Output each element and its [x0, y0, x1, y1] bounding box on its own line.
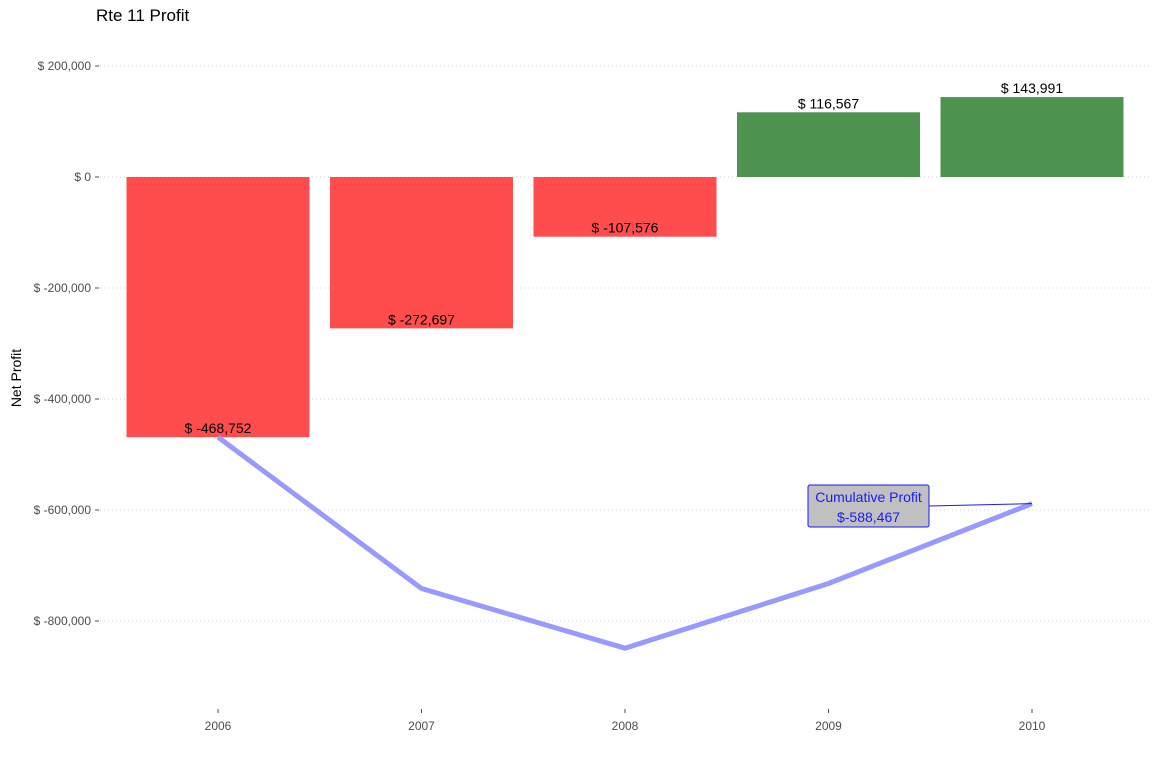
x-tick-label: 2009 — [815, 719, 842, 733]
annotation-leader-line — [927, 503, 1033, 507]
annotation-box — [807, 484, 930, 528]
y-tick-label: $ -600,000 — [34, 503, 92, 517]
y-tick-label: $ -200,000 — [34, 281, 92, 295]
bar-2008 — [533, 177, 717, 237]
cumulative-profit-line — [216, 435, 1033, 651]
annotation-value: $-588,467 — [837, 509, 900, 525]
bar-2007 — [330, 177, 513, 329]
y-tick-label: $ -800,000 — [34, 614, 92, 628]
bar-value-label: $ -107,576 — [592, 220, 659, 236]
bar-value-label: $ 116,567 — [798, 95, 859, 111]
y-tick-label: $ -400,000 — [34, 392, 92, 406]
y-tick-label: $ 200,000 — [38, 59, 92, 73]
bar-value-label: $ 143,991 — [1001, 80, 1063, 96]
bar-value-label: $ -272,697 — [388, 311, 455, 327]
x-tick-label: 2006 — [205, 719, 232, 733]
data-labels-layer: $ -468,752 $ -272,697 $ -107,576 $ 116,567 $… — [185, 80, 1064, 436]
cumulative-line-layer — [216, 435, 1033, 651]
y-axis-ticks: $ 200,000 $ 0 $ -200,000 $ -400,000 $ -600,0… — [34, 59, 99, 628]
bar-2009 — [737, 112, 920, 177]
bars-layer — [126, 97, 1124, 438]
bar-2010 — [940, 97, 1124, 177]
bar-2006 — [126, 177, 310, 438]
x-tick-label: 2010 — [1019, 719, 1046, 733]
x-tick-label: 2007 — [408, 719, 435, 733]
x-axis-ticks: 2006 2007 2008 2009 2010 — [205, 709, 1046, 733]
annotation-layer: Cumulative Profit $-588,467 — [807, 484, 1033, 528]
bar-value-label: $ -468,752 — [185, 420, 252, 436]
annotation-title: Cumulative Profit — [815, 489, 922, 505]
chart-title: Rte 11 Profit — [96, 6, 190, 25]
x-tick-label: 2008 — [612, 719, 639, 733]
y-tick-label: $ 0 — [74, 170, 91, 184]
